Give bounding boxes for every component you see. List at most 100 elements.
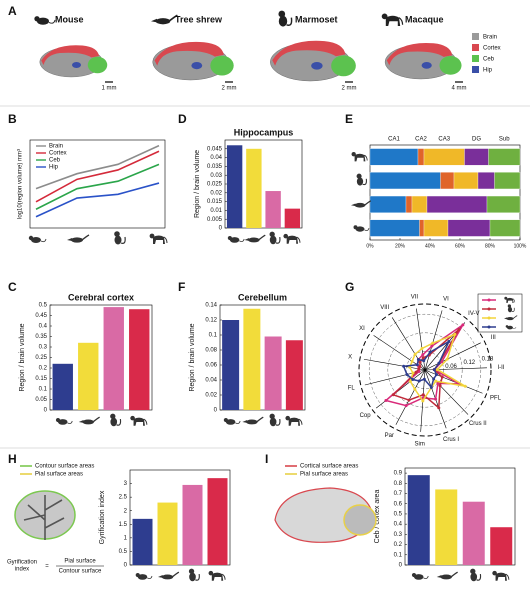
ceb-region [87, 56, 108, 74]
brain-sagittal [39, 45, 108, 78]
y-tick-label: 0.5 [394, 512, 403, 518]
y-tick-label: 0.14 [205, 303, 217, 309]
icon-body [278, 15, 288, 27]
icon-body [356, 177, 364, 186]
species-icon [504, 296, 516, 303]
legend-swatch [472, 33, 479, 40]
bar-segment [369, 195, 407, 213]
series-point [413, 352, 417, 356]
series-point [432, 377, 436, 381]
species-icon [188, 568, 200, 582]
cortex-region [41, 45, 99, 65]
plot-frame [129, 469, 231, 566]
chart-title: Cerebellum [238, 292, 287, 302]
icon-body [155, 18, 171, 25]
legend-marker [487, 316, 491, 320]
bar-segment [369, 148, 419, 166]
species-icon [244, 234, 266, 243]
y-tick-label: 0.1 [209, 333, 218, 339]
icon-head [67, 238, 72, 241]
legend-label: Hip [49, 165, 59, 171]
x-tick-label: 100% [514, 243, 527, 249]
series-point [457, 328, 461, 332]
ceb-region [331, 55, 356, 77]
icon-tail [364, 154, 368, 161]
species-name: Marmoset [295, 14, 338, 24]
icon-tail [67, 420, 73, 424]
bar [132, 518, 153, 565]
y-tick-label: 0 [214, 408, 218, 414]
formula-den: Contour surface [59, 569, 102, 575]
series-point [418, 365, 422, 369]
icon-body [355, 226, 365, 232]
series-point [402, 364, 406, 368]
icon-head [507, 304, 512, 308]
icon-tail [147, 575, 153, 579]
r-tick-label: 0.12 [463, 360, 475, 366]
y-tick-label: 0 [44, 408, 48, 414]
icon-body [385, 15, 401, 26]
y-tick-label: 0.01 [210, 208, 222, 214]
series-line [35, 144, 160, 190]
icon-tail [256, 416, 264, 423]
species-icon [283, 233, 301, 244]
spoke [375, 369, 426, 409]
species-name: Macaque [405, 14, 444, 24]
axis-label: XI [359, 326, 365, 332]
species-icon [505, 325, 517, 330]
icon-head [188, 568, 195, 574]
icon-head [353, 225, 358, 230]
species-icon [78, 416, 100, 425]
grid-ring [406, 351, 444, 389]
species-icon [269, 413, 281, 427]
icon-tail [92, 416, 100, 423]
axis-label: X [348, 355, 352, 361]
bar-segment [426, 195, 488, 213]
legend-box [477, 293, 523, 333]
y-tick-label: 0.3 [39, 345, 48, 351]
series-point [407, 398, 411, 402]
y-tick-label: 0.35 [35, 334, 47, 340]
icon-body [31, 237, 41, 243]
species-icon [223, 417, 241, 425]
species-icon [151, 14, 178, 25]
series-label: Sub [499, 137, 510, 143]
icon-head [351, 152, 356, 157]
y-axis-label: Region / brain volume [189, 323, 196, 391]
spoke [424, 369, 483, 394]
series-point [418, 360, 422, 364]
icon-body [506, 317, 514, 321]
series-label: CA1 [388, 137, 400, 143]
series-point [435, 368, 439, 372]
icon-body [58, 419, 68, 425]
icon-head [278, 10, 286, 18]
icon-head [436, 575, 442, 578]
icon-head [283, 233, 289, 239]
panel-label: G [345, 280, 354, 294]
icon-body [495, 572, 507, 581]
series-point [408, 379, 412, 383]
bar-segment [494, 172, 521, 190]
icon-tail [364, 200, 372, 206]
panel-label: I [265, 452, 268, 466]
bar [407, 475, 430, 565]
bar-segment [369, 172, 441, 190]
icon-tail [235, 420, 241, 424]
icon-head [411, 572, 417, 578]
y-tick-label: 0.2 [39, 366, 48, 372]
cortex-region [272, 40, 346, 66]
y-tick-label: 0.035 [207, 164, 223, 170]
spoke [363, 358, 426, 371]
bar-segment [417, 148, 425, 166]
x-tick-label: 80% [485, 243, 496, 249]
bar-segment [440, 172, 455, 190]
species-icon [227, 235, 245, 243]
y-tick-label: 0.8 [394, 481, 403, 487]
axis-label: FL [348, 385, 356, 391]
y-tick-label: 0.4 [394, 522, 403, 528]
icon-head [505, 325, 509, 328]
icon-tail [48, 19, 56, 24]
species-icon [158, 571, 180, 580]
bar-segment [486, 195, 521, 213]
icon-head [208, 570, 214, 576]
